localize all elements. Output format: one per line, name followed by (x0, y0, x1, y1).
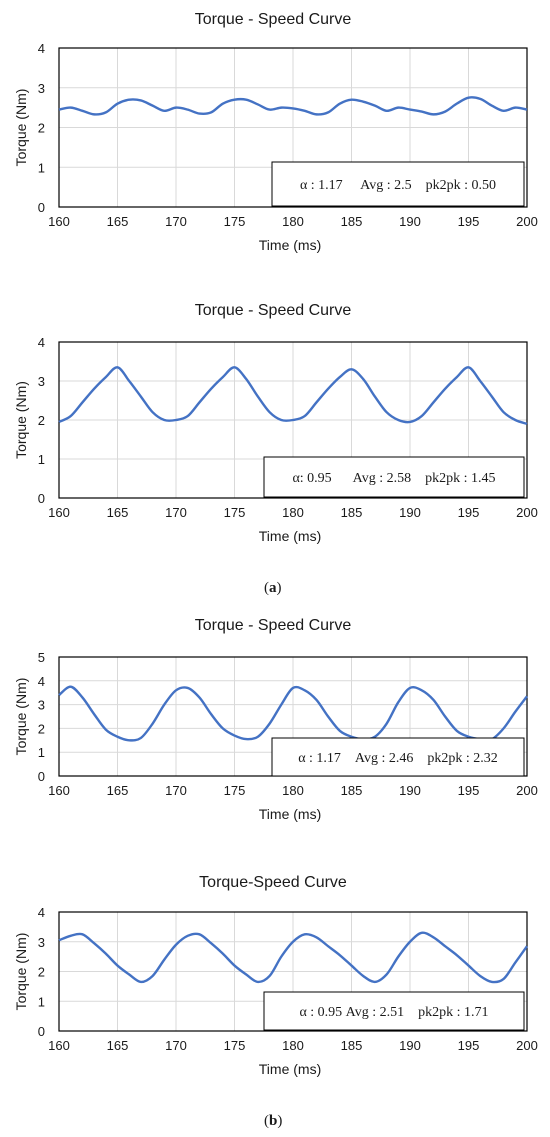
y-axis-label: Torque (Nm) (13, 89, 29, 167)
x-tick-label: 185 (341, 505, 363, 520)
chart-3: Torque - Speed Curve 160 165 170 175 180 185 19… (13, 617, 538, 822)
x-tick-label: 180 (282, 505, 304, 520)
y-axis-label: Torque (Nm) (13, 678, 29, 756)
x-tick-label: 195 (458, 505, 480, 520)
chart-title: Torque - Speed Curve (195, 302, 352, 319)
y-tick-label: 0 (38, 200, 45, 215)
x-tick-label: 200 (516, 783, 538, 798)
caption-a: (a) (264, 580, 282, 596)
x-tick-label: 185 (341, 214, 363, 229)
x-tick-label: 200 (516, 505, 538, 520)
y-tick-label: 1 (38, 994, 45, 1009)
y-tick-label: 2 (38, 413, 45, 428)
chart-title: Torque-Speed Curve (199, 874, 347, 891)
x-tick-label: 175 (224, 783, 246, 798)
x-tick-label: 160 (48, 214, 70, 229)
x-tick-label: 170 (165, 1038, 187, 1053)
x-tick-label: 160 (48, 1038, 70, 1053)
y-tick-label: 2 (38, 721, 45, 736)
x-tick-label: 190 (399, 1038, 421, 1053)
x-tick-label: 195 (458, 783, 480, 798)
x-tick-label: 175 (224, 1038, 246, 1053)
x-tick-label: 180 (282, 783, 304, 798)
x-axis-label: Time (ms) (259, 237, 321, 253)
x-tick-label: 190 (399, 214, 421, 229)
x-tick-label: 160 (48, 783, 70, 798)
y-tick-label: 4 (38, 905, 45, 920)
y-tick-label: 4 (38, 41, 45, 56)
x-tick-label: 165 (107, 214, 129, 229)
x-tick-label: 175 (224, 505, 246, 520)
series-line (58, 96, 528, 116)
y-axis-label: Torque (Nm) (13, 381, 29, 459)
x-tick-label: 180 (282, 214, 304, 229)
plot-frame (58, 47, 528, 208)
series-line (58, 366, 528, 426)
stats-box (263, 991, 525, 1031)
series-line (58, 931, 528, 984)
stats-text: α: 0.95 Avg : 2.58 pk2pk : 1.45 (292, 471, 495, 486)
stats-text: α : 1.17 Avg : 2.46 pk2pk : 2.32 (298, 751, 498, 766)
chart-4: Torque-Speed Curve 160 165 170 175 180 185 190 1… (13, 874, 538, 1077)
chart-title: Torque - Speed Curve (195, 617, 352, 634)
x-tick-label: 185 (341, 783, 363, 798)
stats-text: α : 1.17 Avg : 2.5 pk2pk : 0.50 (300, 178, 496, 193)
x-axis-label: Time (ms) (259, 806, 321, 822)
plot-frame (58, 911, 528, 1032)
y-tick-label: 3 (38, 935, 45, 950)
x-tick-label: 195 (458, 1038, 480, 1053)
x-tick-label: 175 (224, 214, 246, 229)
y-tick-label: 0 (38, 1024, 45, 1039)
caption-b-letter: b (269, 1113, 278, 1129)
x-tick-label: 200 (516, 1038, 538, 1053)
y-tick-label: 3 (38, 374, 45, 389)
x-tick-label: 185 (341, 1038, 363, 1053)
y-tick-label: 1 (38, 745, 45, 760)
stats-box (271, 161, 525, 207)
y-tick-label: 0 (38, 769, 45, 784)
x-tick-label: 170 (165, 783, 187, 798)
x-axis-label: Time (ms) (259, 1061, 321, 1077)
y-tick-label: 3 (38, 698, 45, 713)
y-tick-label: 1 (38, 160, 45, 175)
x-tick-label: 200 (516, 214, 538, 229)
x-tick-label: 165 (107, 783, 129, 798)
chart-2: Torque - Speed Curve 160 165 170 175 180 185 19… (13, 302, 538, 544)
caption-b: (b) (264, 1113, 283, 1129)
y-tick-label: 4 (38, 335, 45, 350)
x-tick-label: 190 (399, 783, 421, 798)
y-tick-label: 0 (38, 491, 45, 506)
chart-title: Torque - Speed Curve (195, 11, 352, 28)
stats-box (271, 737, 525, 777)
y-tick-label: 2 (38, 965, 45, 980)
x-axis-label: Time (ms) (259, 528, 321, 544)
caption-a-letter: a (269, 580, 277, 596)
y-tick-label: 2 (38, 121, 45, 136)
y-tick-label: 1 (38, 452, 45, 467)
stats-box (263, 456, 525, 498)
x-tick-label: 190 (399, 505, 421, 520)
y-tick-label: 5 (38, 650, 45, 665)
x-tick-label: 170 (165, 505, 187, 520)
x-tick-label: 165 (107, 505, 129, 520)
x-tick-label: 165 (107, 1038, 129, 1053)
x-tick-label: 180 (282, 1038, 304, 1053)
chart-1: Torque - Speed Curve 160 165 170 175 180 185 19… (13, 11, 538, 253)
y-tick-label: 3 (38, 81, 45, 96)
x-tick-label: 195 (458, 214, 480, 229)
y-tick-label: 4 (38, 674, 45, 689)
plot-frame (58, 341, 528, 499)
stats-text: α : 0.95 Avg : 2.51 pk2pk : 1.71 (299, 1005, 488, 1020)
series-line (58, 685, 528, 742)
x-tick-label: 170 (165, 214, 187, 229)
y-axis-label: Torque (Nm) (13, 933, 29, 1011)
x-tick-label: 160 (48, 505, 70, 520)
